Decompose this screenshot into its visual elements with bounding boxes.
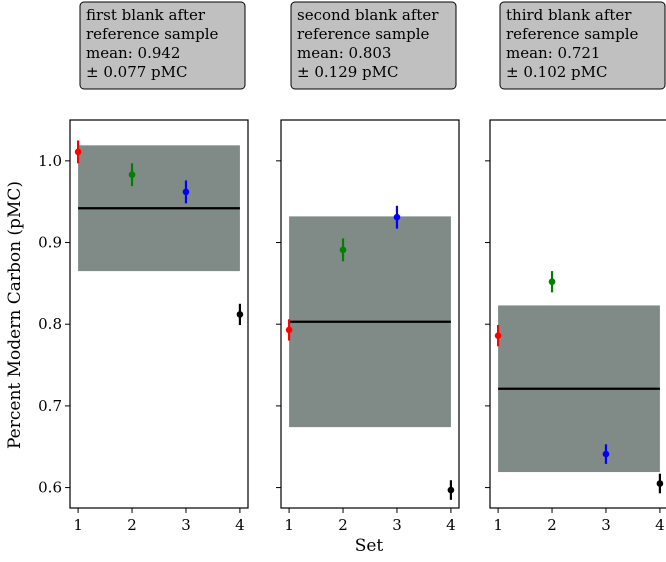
annotation-background: [290, 1, 457, 90]
y-tick-label: 1.0: [38, 152, 62, 170]
x-tick-label: 1: [73, 516, 83, 534]
annotation-line: first blank after: [86, 6, 206, 24]
data-point: [339, 246, 347, 254]
data-point: [494, 332, 502, 339]
y-tick-label: 0.8: [38, 315, 62, 333]
x-tick-label: 2: [127, 516, 137, 534]
x-tick-label: 2: [338, 516, 348, 534]
data-point: [602, 450, 610, 458]
annotation-line: ± 0.077 pMC: [86, 63, 187, 81]
axes-frame: [280, 119, 460, 509]
x-tick-label: 4: [655, 516, 665, 534]
x-tick-label: 1: [284, 516, 294, 534]
annotation-background: [499, 1, 666, 90]
x-tick-label: 1: [493, 516, 503, 534]
x-tick-label: 4: [446, 516, 456, 534]
annotation-line: mean: 0.721: [506, 44, 600, 62]
axes-frame: [489, 119, 666, 509]
data-point: [285, 326, 293, 334]
x-tick-label: 2: [547, 516, 557, 534]
data-point: [236, 311, 244, 318]
data-point: [74, 148, 82, 156]
y-axis-label: Percent Modern Carbon (pMC): [5, 181, 25, 449]
data-point: [393, 213, 401, 221]
x-tick-label: 3: [181, 516, 191, 534]
annotation-line: ± 0.129 pMC: [297, 63, 398, 81]
annotation-line: second blank after: [297, 6, 439, 24]
data-point: [182, 188, 190, 196]
y-tick-label: 0.7: [38, 397, 62, 415]
x-axis-label: Set: [355, 536, 384, 556]
annotation-line: ± 0.102 pMC: [506, 63, 607, 81]
annotation-background: [79, 1, 246, 90]
x-tick-label: 3: [392, 516, 402, 534]
annotation-line: reference sample: [86, 25, 218, 43]
data-point: [548, 278, 556, 286]
x-tick-label: 3: [601, 516, 611, 534]
annotation-line: third blank after: [506, 6, 632, 24]
data-point: [128, 171, 136, 179]
annotation-line: reference sample: [506, 25, 638, 43]
y-tick-label: 0.6: [38, 479, 62, 497]
data-point: [447, 486, 455, 494]
x-tick-label: 4: [235, 516, 245, 534]
annotation-line: reference sample: [297, 25, 429, 43]
annotation-line: mean: 0.803: [297, 44, 391, 62]
axes-frame: [69, 119, 249, 509]
y-tick-label: 0.9: [38, 234, 62, 252]
annotation-line: mean: 0.942: [86, 44, 180, 62]
data-point: [656, 480, 664, 487]
